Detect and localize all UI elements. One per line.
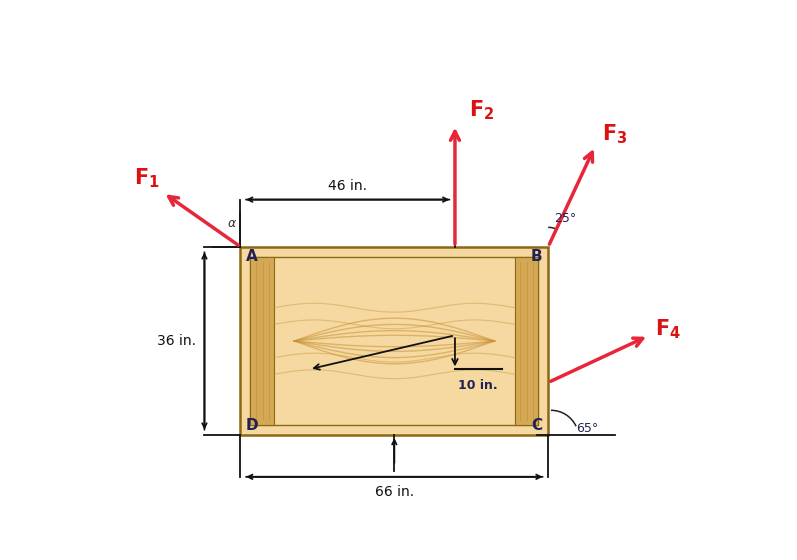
- Bar: [515, 256, 538, 425]
- Text: 10 in.: 10 in.: [458, 379, 498, 392]
- Text: $\mathbf{F_3}$: $\mathbf{F_3}$: [602, 123, 627, 146]
- Text: C: C: [532, 418, 543, 433]
- Bar: [250, 256, 538, 425]
- Text: 65°: 65°: [576, 422, 599, 436]
- Text: B: B: [531, 249, 543, 264]
- Text: 66 in.: 66 in.: [375, 485, 414, 499]
- Bar: [250, 256, 273, 425]
- Text: 46 in.: 46 in.: [328, 179, 367, 193]
- Text: $\mathbf{F_4}$: $\mathbf{F_4}$: [655, 318, 681, 341]
- Bar: [241, 247, 548, 435]
- Text: $\mathbf{F_2}$: $\mathbf{F_2}$: [469, 99, 494, 122]
- Text: A: A: [246, 249, 257, 264]
- Text: $\alpha$: $\alpha$: [226, 217, 237, 230]
- Text: D: D: [246, 418, 259, 433]
- Text: 36 in.: 36 in.: [157, 334, 196, 348]
- Text: 25°: 25°: [554, 212, 576, 225]
- Text: $\mathbf{F_1}$: $\mathbf{F_1}$: [134, 166, 159, 190]
